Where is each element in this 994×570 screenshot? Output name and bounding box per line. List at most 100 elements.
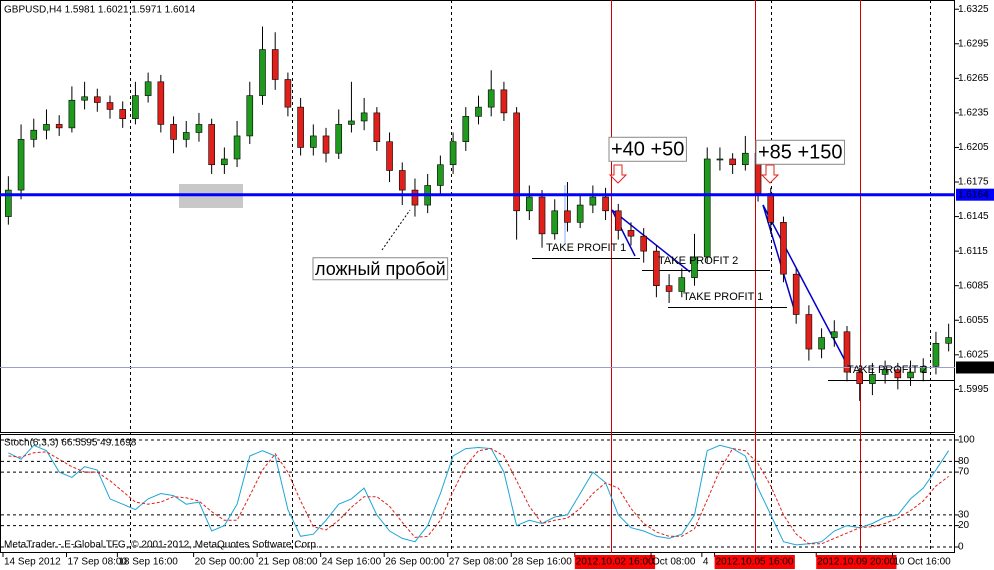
candle-body [132,95,139,119]
candle-body [462,116,470,142]
y-tick-label: 1.6145 [958,211,989,222]
candle-body [17,139,25,191]
x-tick-label: 20 Sep 00:00 [195,557,255,568]
annotation: TAKE PROFIT 2 [658,255,738,267]
candle-body [564,210,571,223]
x-tick-label: 2012.10.09 20:00 [817,557,895,568]
candle-body [157,81,165,125]
price-label-bg [956,188,994,201]
x-tick-label: 21 Sep 08:00 [258,557,318,568]
candle-body [449,141,457,166]
x-tick-label: 2012.10.02 16:00 [576,557,654,568]
candle-body [894,369,902,379]
y-tick-label: 70 [958,467,970,478]
candle-body [945,337,952,344]
candle-body [869,374,876,384]
period-separators [130,0,931,553]
candle-body [881,369,889,375]
x-tick-label: 2012.10.05 16:00 [716,557,794,568]
drawings [381,164,955,381]
candle-body [360,112,368,122]
candle-body [843,331,851,373]
candle-body [94,96,101,103]
down-arrow [608,164,628,184]
annotation-box [755,139,846,165]
candle-body [678,277,686,292]
x-tick-label: 14 Sep 2012 [4,557,61,568]
main-frame [0,0,955,433]
candle-body [170,124,177,140]
y-tick-label: 1.6055 [958,315,989,326]
candle-body [500,89,508,114]
x-tick-label: Oct 08:00 [652,557,696,568]
x-tick-label: 24 Sep 16:00 [322,557,382,568]
candle-body [856,371,864,384]
y-tick-label: 1.6295 [958,38,989,49]
candle-body [640,235,647,252]
annotation: TAKE PROFIT 1 [546,242,626,254]
x-tick-label: 4 [703,557,709,568]
candle-body [792,273,800,315]
candle-body [246,95,254,137]
x-tick-label: 26 Sep 00:00 [385,557,445,568]
candle-body [81,96,88,101]
annotation: TAKE PROFIT 1 [683,291,763,303]
candle-body [411,189,419,206]
annotation: TAKE PROFIT 2 [847,364,927,376]
trend-line [762,204,796,313]
candle-body [767,193,775,223]
candle-body [830,331,838,338]
candle-body [932,342,940,367]
y-tick-label: 1.6235 [958,108,989,119]
candle-body [513,112,520,212]
candle-body [398,170,406,191]
x-label-highlight [574,555,656,569]
candle-body [614,210,622,231]
y-tick-label: 1.6205 [958,142,989,153]
candle-body [475,106,482,117]
y-tick-label: 20 [958,520,970,531]
candle-body [208,124,215,166]
candle-body [106,102,114,110]
down-arrow [760,164,780,184]
candle-body [322,135,330,154]
candle-body [437,164,444,186]
x-tick-label: 17 Sep 08:00 [68,557,128,568]
candle-body [742,152,749,166]
annotation: +40 +50 [611,138,684,160]
y-tick-label: 1.6265 [958,73,989,84]
x-tick-label: 28 Sep 16:00 [512,557,572,568]
candle-body [627,230,635,237]
candle-body [373,112,381,142]
candle-body [386,141,393,171]
sub-frame [0,434,955,553]
x-label-highlight [714,555,795,569]
candle-body [907,371,914,379]
candle-body [589,196,597,206]
footer: MetaTrader - E-Global TFG, © 2001-2012, … [4,540,319,551]
y-tick-label: 1.6115 [958,246,988,257]
x-tick-label: 18 Sep 16:00 [118,557,178,568]
candle-body [221,158,228,166]
candle-body [818,337,825,350]
candle-body [259,49,266,96]
candle-body [30,129,38,140]
x-label-highlight [816,555,897,569]
y-tick-label: 1.5995 [958,384,989,395]
candle-body [653,250,660,286]
candle-body [551,210,559,235]
candle-body [919,366,927,373]
pointer-line [381,209,411,251]
candle-body [780,222,787,275]
candle-body [233,135,241,160]
candle-body [284,79,292,108]
y-tick-label: 80 [958,456,970,467]
candle-body [335,124,343,154]
candle-body [691,256,698,278]
price-label-bg [956,361,994,374]
candle-body [665,285,673,292]
candle-body [68,99,76,129]
